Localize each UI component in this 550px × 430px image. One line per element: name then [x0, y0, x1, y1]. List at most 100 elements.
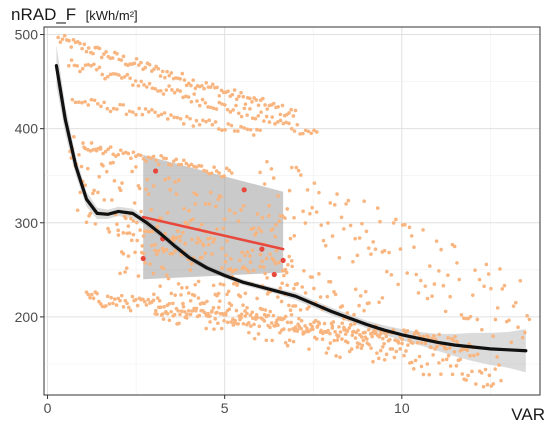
data-point [128, 308, 133, 313]
data-point [406, 343, 410, 347]
data-point [460, 372, 465, 376]
data-point [324, 351, 329, 355]
data-point [495, 355, 499, 359]
data-point [155, 252, 159, 257]
data-point [92, 188, 96, 193]
data-point [267, 120, 272, 124]
data-point [115, 107, 119, 111]
data-point [106, 226, 110, 231]
data-point [225, 292, 229, 297]
data-point [248, 254, 252, 258]
data-point [444, 357, 449, 362]
data-point [108, 109, 113, 114]
data-point [250, 310, 255, 315]
data-point [437, 361, 441, 365]
data-point [232, 88, 237, 92]
data-point [191, 78, 195, 82]
data-point [229, 123, 234, 128]
data-point [322, 330, 327, 334]
data-point [499, 378, 503, 383]
data-point [158, 305, 163, 310]
data-point [162, 305, 166, 309]
data-point [349, 323, 353, 327]
data-point [300, 285, 305, 289]
axis-ticks: 0 5 10 200 300 400 500 [15, 27, 410, 416]
data-point [222, 174, 227, 178]
data-point [166, 276, 171, 281]
data-point [162, 111, 167, 115]
data-point [229, 256, 233, 261]
data-point [167, 73, 172, 78]
data-point [239, 124, 243, 129]
data-point [308, 211, 312, 216]
data-point [263, 308, 268, 312]
data-point [416, 331, 420, 336]
data-point [184, 94, 188, 99]
data-point [126, 224, 131, 228]
data-point [238, 258, 242, 263]
data-point [111, 71, 116, 76]
data-point [233, 318, 238, 323]
data-point [262, 319, 267, 323]
data-point [118, 188, 123, 193]
data-point [120, 181, 124, 185]
data-point [253, 116, 258, 121]
data-point [271, 101, 276, 106]
data-point [355, 345, 360, 349]
data-point [211, 305, 216, 310]
data-point [116, 152, 121, 157]
data-point [250, 100, 254, 104]
data-point [509, 340, 514, 345]
data-point [190, 237, 194, 242]
data-point [472, 353, 476, 358]
data-point [245, 311, 249, 316]
data-point [185, 316, 189, 320]
data-point [169, 71, 174, 75]
data-point [425, 362, 430, 366]
data-point [217, 299, 222, 303]
data-point [176, 309, 181, 313]
data-point [186, 308, 191, 313]
data-point [255, 127, 259, 132]
data-point [102, 52, 106, 56]
y-axis-title: nRAD_F [kWh/m²] [11, 5, 138, 24]
data-point [419, 341, 424, 345]
data-point [407, 225, 412, 230]
data-point [116, 233, 121, 237]
data-point [150, 229, 155, 234]
data-point [223, 103, 227, 107]
data-point [432, 334, 436, 338]
data-point [220, 246, 224, 251]
data-point [134, 297, 138, 302]
data-point [181, 304, 186, 309]
data-point [182, 158, 186, 163]
data-point [239, 315, 243, 320]
data-point [70, 97, 75, 102]
data-point [177, 178, 181, 182]
data-point [360, 343, 365, 348]
data-point [345, 340, 350, 345]
data-point [193, 282, 198, 287]
data-point [502, 283, 507, 288]
data-point [212, 165, 216, 169]
data-point [345, 311, 350, 315]
data-point [139, 209, 143, 214]
data-point [204, 169, 209, 174]
data-point [410, 341, 415, 345]
data-point [369, 346, 373, 350]
data-point [122, 75, 127, 79]
data-point [289, 165, 294, 170]
data-point [127, 109, 132, 114]
data-point [235, 322, 240, 326]
data-point [516, 325, 520, 330]
data-point [390, 347, 395, 351]
data-point [353, 287, 358, 292]
data-point [202, 301, 207, 306]
data-point [168, 251, 173, 256]
data-point [369, 252, 373, 256]
data-point [136, 84, 141, 88]
data-point [493, 317, 498, 322]
data-point [377, 356, 381, 361]
data-point [225, 308, 230, 313]
data-point [236, 111, 241, 116]
